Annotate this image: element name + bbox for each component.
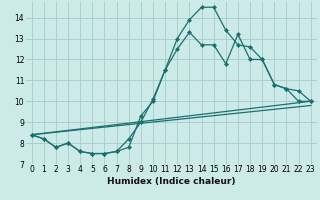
- X-axis label: Humidex (Indice chaleur): Humidex (Indice chaleur): [107, 177, 236, 186]
